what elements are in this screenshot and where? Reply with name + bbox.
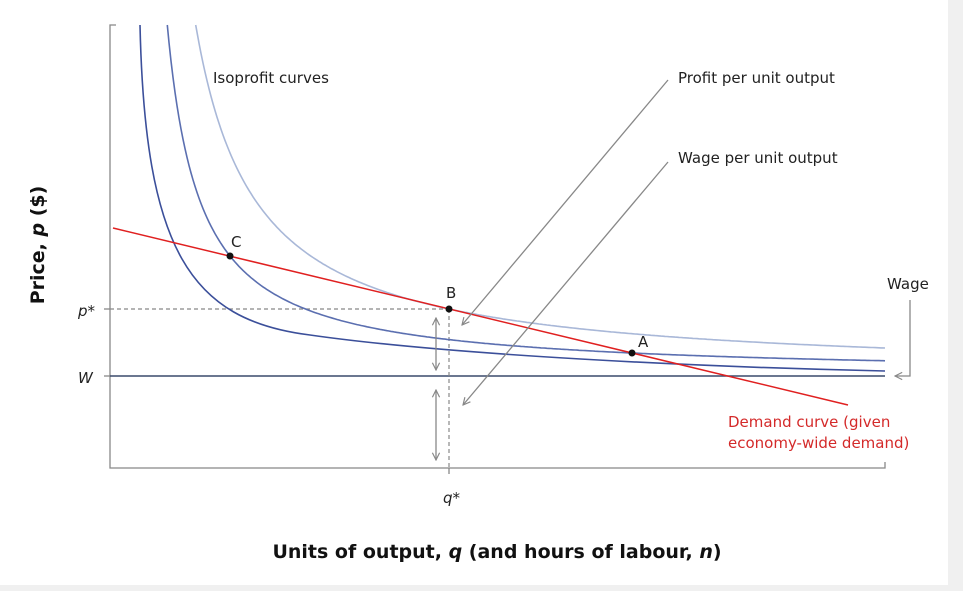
canvas [0, 0, 948, 585]
axis-mark: W [78, 369, 94, 387]
point [226, 252, 234, 260]
point [445, 305, 453, 313]
axis-mark: q* [443, 489, 461, 507]
arrow [463, 161, 669, 405]
arrow [895, 300, 911, 376]
point-label: B [446, 284, 456, 302]
axis-mark: p* [77, 302, 96, 320]
arrow [462, 79, 669, 325]
label: Profit per unit output [678, 69, 835, 87]
point [628, 349, 636, 357]
demand-curve [112, 227, 849, 406]
label: Wage per unit output [678, 149, 838, 167]
point-label: C [231, 233, 241, 251]
isoprofit-curve [166, 24, 886, 362]
label: Isoprofit curves [213, 69, 329, 87]
axis-frame [109, 24, 886, 469]
label: Wage [887, 275, 929, 293]
y-axis-title: Price, p ($) [27, 186, 49, 305]
x-axis-title: Units of output, q (and hours of labour,… [272, 541, 721, 563]
point-label: A [638, 333, 649, 351]
isoprofit-curve [194, 24, 886, 349]
label: economy-wide demand) [728, 434, 909, 452]
axes [104, 24, 886, 474]
isoprofit-curve [139, 24, 886, 372]
label: Demand curve (given [728, 413, 890, 431]
